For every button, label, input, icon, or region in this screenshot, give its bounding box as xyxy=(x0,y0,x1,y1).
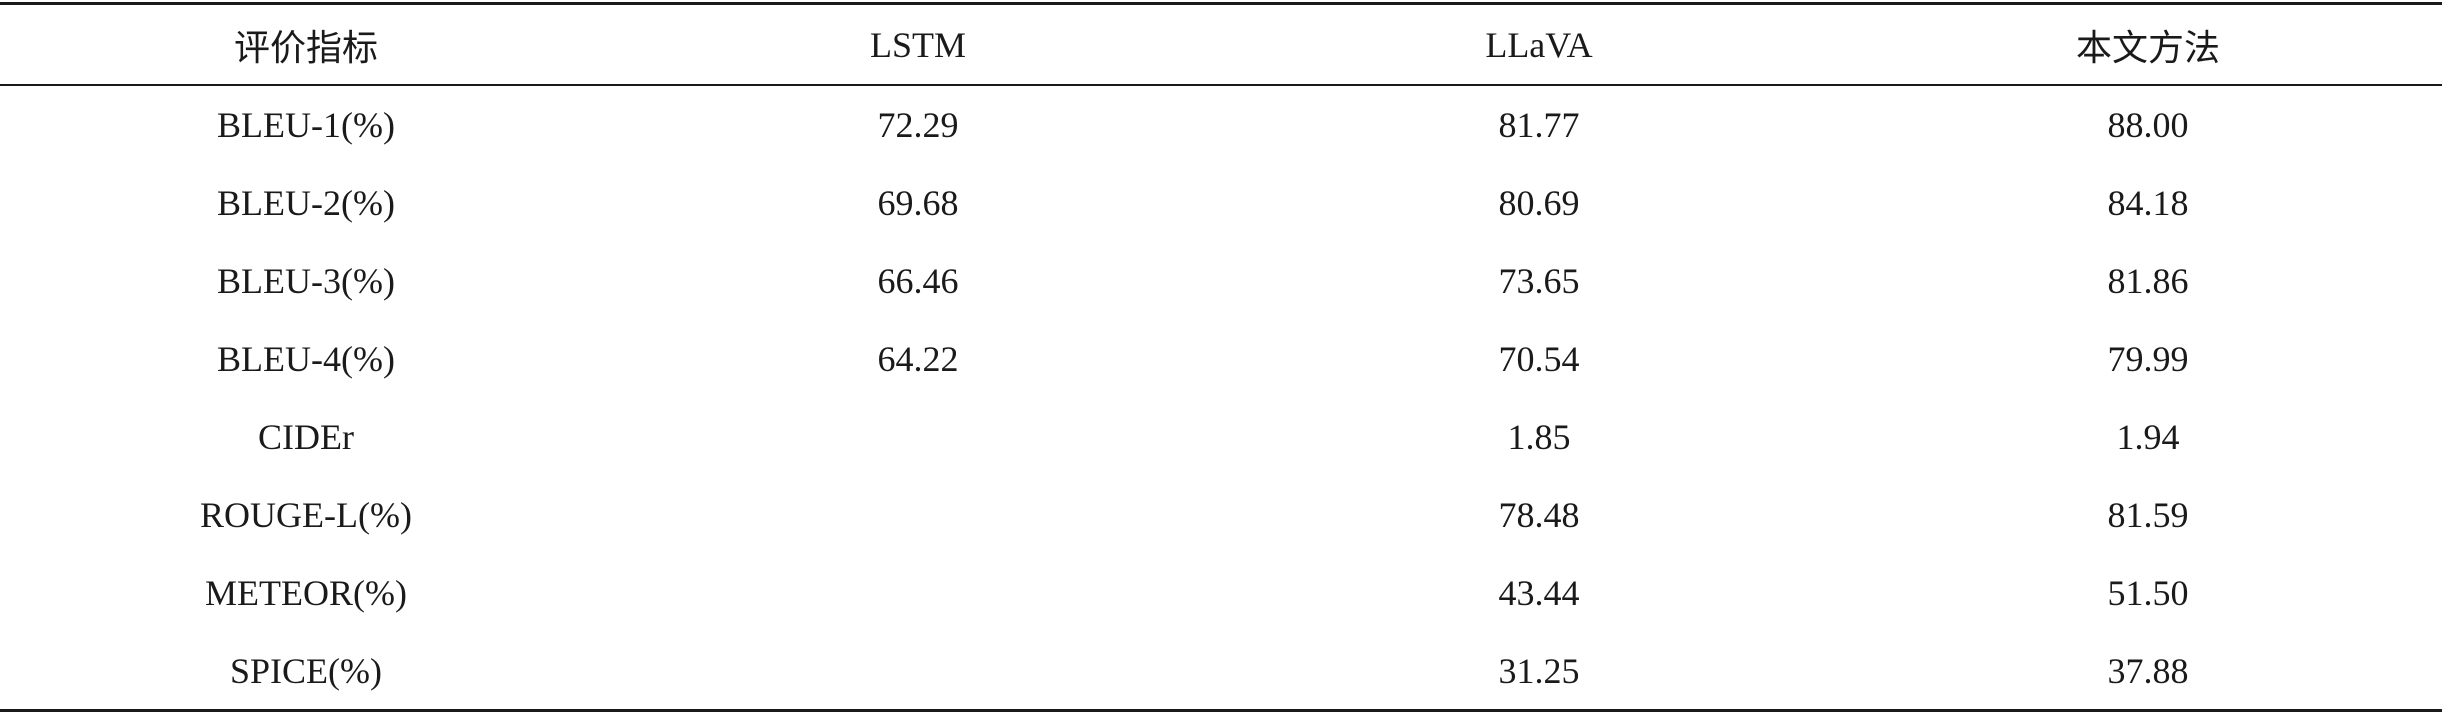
table-row: CIDEr 1.85 1.94 xyxy=(0,398,2442,476)
table-row: BLEU-1(%) 72.29 81.77 88.00 xyxy=(0,86,2442,164)
table-row: BLEU-3(%) 66.46 73.65 81.86 xyxy=(0,242,2442,320)
lstm-cell xyxy=(612,554,1224,632)
table-top-rule xyxy=(0,2,2442,5)
metric-cell: SPICE(%) xyxy=(230,651,382,691)
metric-cell: BLEU-4(%) xyxy=(217,339,395,379)
llava-cell: 70.54 xyxy=(1498,339,1580,379)
our-method-cell: 79.99 xyxy=(2107,339,2189,379)
our-method-cell: 37.88 xyxy=(2107,651,2189,691)
llava-cell: 78.48 xyxy=(1498,495,1580,535)
header-metric: 评价指标 xyxy=(233,27,378,69)
metric-cell: CIDEr xyxy=(258,417,354,457)
table-header-row: 评价指标 LSTM LLaVA 本文方法 xyxy=(0,5,2442,84)
metric-cell: ROUGE-L(%) xyxy=(200,495,412,535)
llava-cell: 1.85 xyxy=(1507,417,1571,457)
table-row: ROUGE-L(%) 78.48 81.59 xyxy=(0,476,2442,554)
table-row: METEOR(%) 43.44 51.50 xyxy=(0,554,2442,632)
llava-cell: 73.65 xyxy=(1498,261,1580,301)
metric-cell: BLEU-3(%) xyxy=(217,261,395,301)
lstm-cell: 66.46 xyxy=(877,261,959,301)
lstm-cell: 64.22 xyxy=(877,339,959,379)
header-our-method: 本文方法 xyxy=(2075,27,2220,69)
table-header-rule xyxy=(0,84,2442,86)
table-row: BLEU-2(%) 69.68 80.69 84.18 xyxy=(0,164,2442,242)
llava-cell: 81.77 xyxy=(1498,105,1580,145)
table-row: BLEU-4(%) 64.22 70.54 79.99 xyxy=(0,320,2442,398)
llava-cell: 43.44 xyxy=(1498,573,1580,613)
llava-cell: 80.69 xyxy=(1498,183,1580,223)
lstm-cell: 72.29 xyxy=(877,105,959,145)
our-method-cell: 51.50 xyxy=(2107,573,2189,613)
our-method-cell: 81.86 xyxy=(2107,261,2189,301)
metric-cell: BLEU-2(%) xyxy=(217,183,395,223)
table-bottom-rule xyxy=(0,709,2442,712)
lstm-cell: 69.68 xyxy=(877,183,959,223)
header-llava: LLaVA xyxy=(1485,24,1593,65)
lstm-cell xyxy=(612,632,1224,710)
our-method-cell: 84.18 xyxy=(2107,183,2189,223)
lstm-cell xyxy=(612,476,1224,554)
metric-cell: METEOR(%) xyxy=(205,573,407,613)
our-method-cell: 81.59 xyxy=(2107,495,2189,535)
our-method-cell: 88.00 xyxy=(2107,105,2189,145)
our-method-cell: 1.94 xyxy=(2116,417,2180,457)
header-lstm: LSTM xyxy=(869,24,966,65)
metric-cell: BLEU-1(%) xyxy=(217,105,395,145)
lstm-cell xyxy=(612,398,1224,476)
llava-cell: 31.25 xyxy=(1498,651,1580,691)
table-row: SPICE(%) 31.25 37.88 xyxy=(0,632,2442,710)
